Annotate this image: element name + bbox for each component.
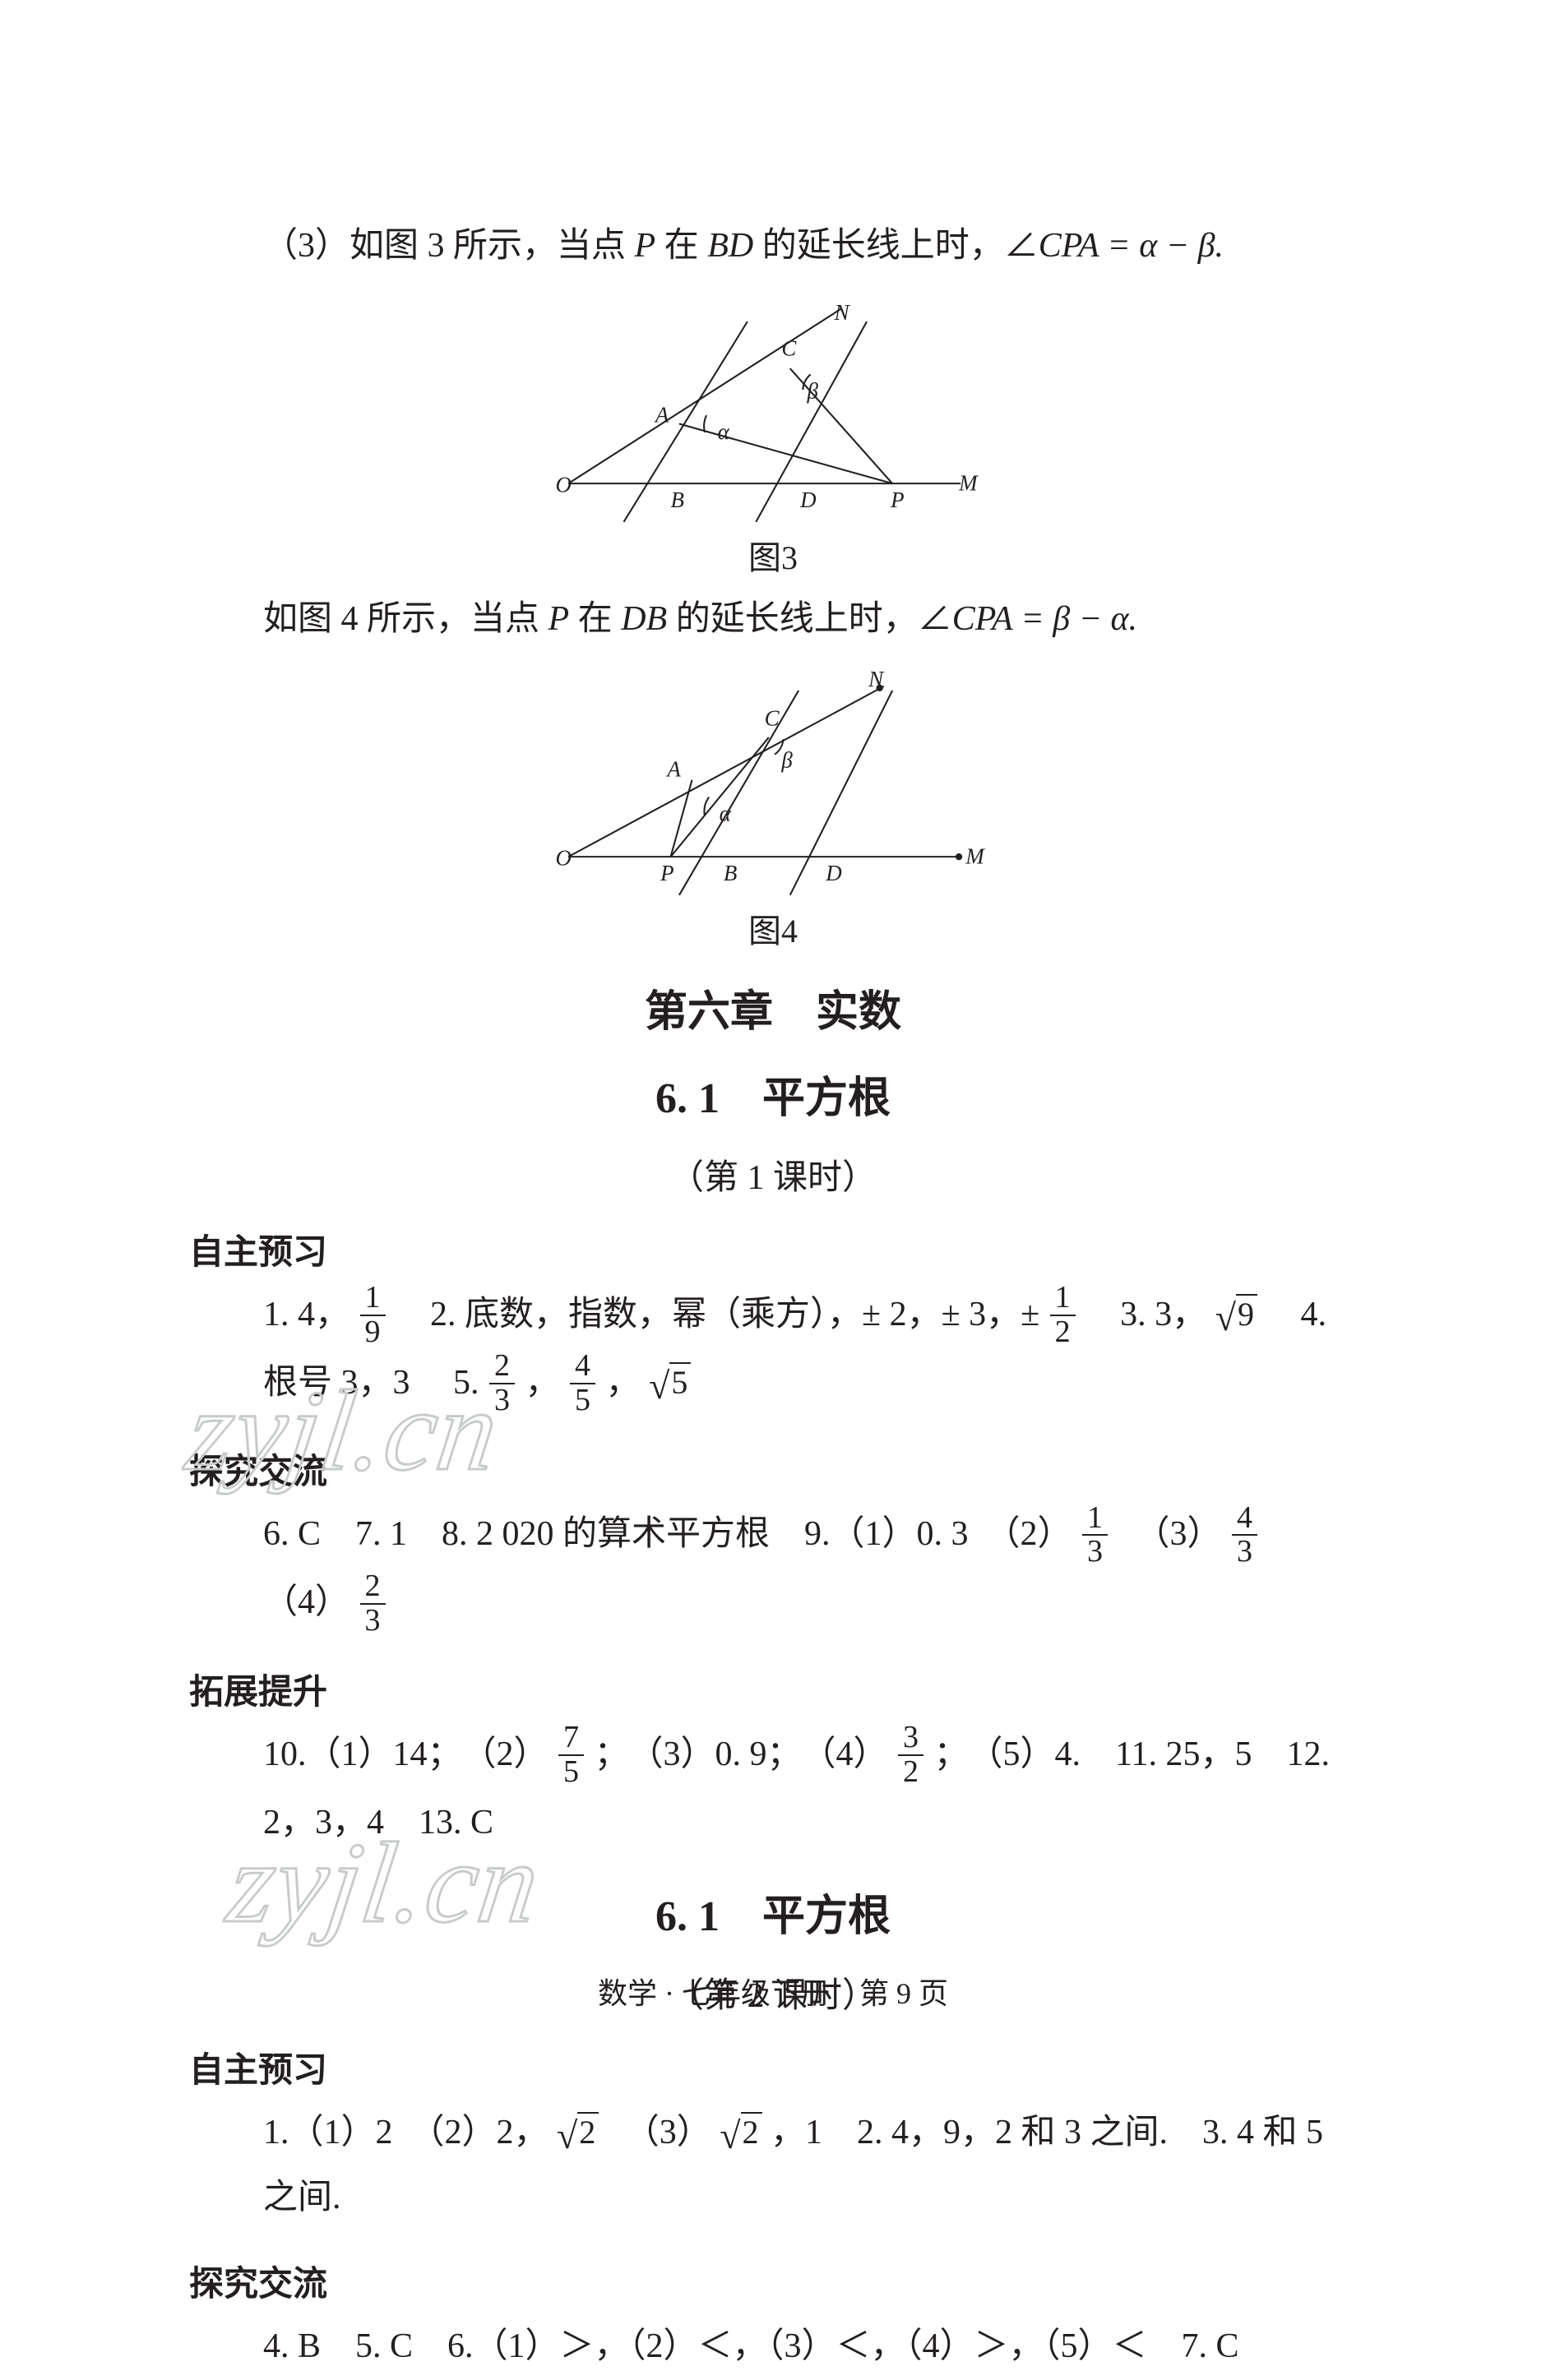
svg-text:B: B (724, 861, 737, 885)
subhead-preview-1: 自主预习 (189, 1224, 1357, 1274)
svg-text:N: N (834, 300, 851, 325)
subhead-explore-2: 探究交流 (189, 2256, 1357, 2306)
svg-text:α: α (720, 801, 732, 825)
figure-3: O B D P M A C N α β 图3 (189, 296, 1357, 579)
extend-1-answers: 10.（1）14； （2） 75 ； （3）0. 9； （4） 32 ； （5）… (263, 1722, 1357, 1856)
svg-text:M: M (958, 470, 979, 495)
svg-text:O: O (556, 845, 572, 870)
svg-text:B: B (671, 488, 684, 512)
svg-text:M: M (965, 843, 985, 868)
explore-1-answers: 6. C 7. 1 8. 2 020 的算术平方根 9.（1）0. 3 （2） … (263, 1502, 1357, 1639)
preview-1-answers: 1. 4， 19 2. 底数，指数，幂（乘方），± 2，± 3，± 12 3. … (263, 1282, 1357, 1420)
svg-text:C: C (765, 705, 780, 730)
svg-text:α: α (718, 419, 730, 444)
svg-text:D: D (799, 488, 817, 512)
subhead-explore-1: 探究交流 (189, 1444, 1357, 1494)
lesson-1-label: （第 1 课时） (189, 1149, 1357, 1199)
svg-text:β: β (806, 378, 818, 403)
subhead-extend-1: 拓展提升 (189, 1664, 1357, 1714)
svg-text:P: P (890, 488, 904, 512)
svg-text:N: N (868, 669, 885, 691)
svg-text:C: C (781, 335, 797, 360)
svg-text:P: P (660, 861, 673, 885)
chapter-title: 第六章 实数 (189, 977, 1357, 1038)
svg-text:A: A (654, 402, 669, 427)
explore-2-answers: 4. B 5. C 6.（1）＞，（2）＜，（3）＜，（4）＞，（5）＜ 7. … (263, 2314, 1357, 2380)
section-6-1b-title: 6. 1 平方根 (189, 1881, 1357, 1943)
figure-3-caption: 图3 (189, 531, 1357, 579)
figure-4-caption: 图4 (189, 904, 1357, 952)
page-footer: 数学 · 七年级下册 第 9 页 (0, 1970, 1546, 2013)
intro-fig3: （3）如图 3 所示，当点 P 在 BD 的延长线上时，∠CPA = α − β… (263, 214, 1357, 280)
svg-text:A: A (665, 756, 681, 781)
svg-text:D: D (825, 861, 842, 885)
preview-2-answers: 1.（1）2 （2）2， √2 （3） √2 ，1 2. 4，9，2 和 3 之… (263, 2100, 1357, 2232)
svg-text:O: O (556, 472, 572, 497)
subhead-preview-2: 自主预习 (189, 2042, 1357, 2092)
figure-4: O P B D M A C N α β 图4 (189, 669, 1357, 952)
section-6-1-title: 6. 1 平方根 (189, 1063, 1357, 1125)
svg-text:β: β (780, 747, 793, 772)
intro-fig4: 如图 4 所示，当点 P 在 DB 的延长线上时，∠CPA = β − α. (263, 587, 1357, 653)
